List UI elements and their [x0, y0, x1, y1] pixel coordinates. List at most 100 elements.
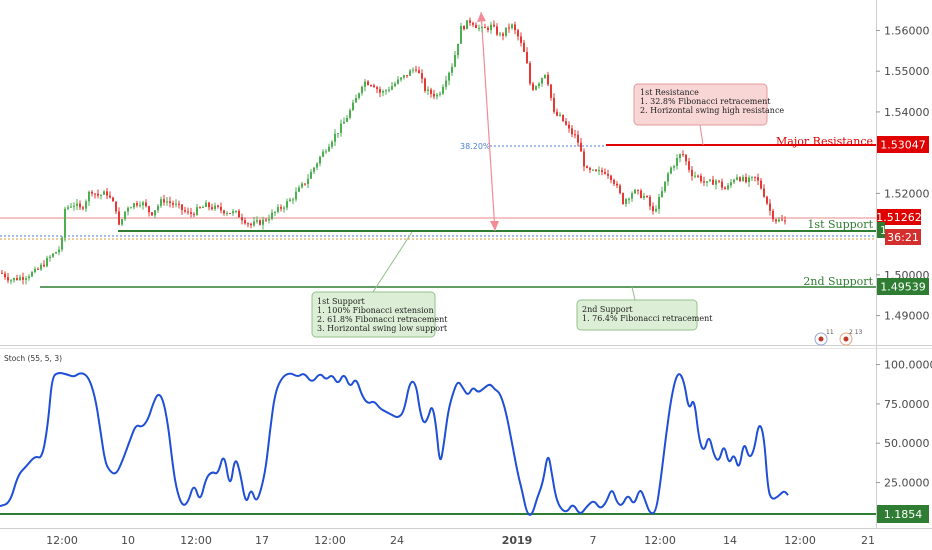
candle-down — [304, 183, 306, 185]
candle-up — [499, 33, 501, 35]
second-support-callout-box[interactable] — [576, 299, 698, 331]
candle-up — [436, 94, 438, 97]
candle-up — [175, 203, 177, 205]
resistance-callout-box[interactable] — [633, 83, 768, 126]
candle-down — [106, 191, 108, 196]
candle-up — [736, 177, 738, 180]
candle-up — [139, 205, 141, 207]
candle-up — [460, 26, 462, 44]
candle-up — [124, 211, 126, 220]
candle-up — [445, 80, 447, 87]
candle-up — [52, 253, 54, 257]
candle-up — [85, 201, 87, 209]
candle-up — [409, 70, 411, 76]
candle-up — [196, 207, 198, 215]
candle-down — [172, 203, 174, 205]
candle-up — [340, 123, 342, 134]
candle-down — [187, 211, 189, 213]
candle-up — [70, 206, 72, 208]
candle-up — [73, 205, 75, 207]
candle-up — [442, 86, 444, 94]
current-price-text: 1.51262 — [876, 211, 922, 224]
candle-up — [727, 185, 729, 190]
second-support-price-text: 1.49539 — [880, 281, 926, 294]
time-axis-ticks: 12:00 10 12:00 17 12:00 24 2019 7 12:00 14 12:00 21 — [46, 534, 875, 547]
candle-up — [157, 205, 159, 211]
candle-up — [127, 207, 129, 212]
candle-down — [82, 207, 84, 209]
candle-up — [412, 69, 414, 71]
resistance-callout-line-3: 2. Horizontal swing high resistance — [640, 106, 784, 115]
candle-down — [754, 176, 756, 178]
stoch-tick-label: 50.0000 — [884, 437, 930, 450]
candle-up — [31, 272, 33, 277]
candle-up — [403, 75, 405, 78]
candle-down — [784, 220, 786, 222]
candle-up — [256, 220, 258, 222]
candle-down — [115, 201, 117, 212]
candle-down — [514, 24, 516, 31]
candle-up — [385, 90, 387, 92]
second-support-callout-line-2: 1. 76.4% Fibonacci retracement — [582, 314, 713, 323]
candle-up — [388, 89, 390, 91]
candle-up — [457, 43, 459, 56]
support-callout-box[interactable] — [311, 291, 436, 338]
major-resistance-price-tag — [877, 136, 929, 153]
candle-down — [508, 27, 510, 29]
candle-down — [370, 85, 372, 87]
candle-down — [406, 75, 408, 77]
candle-up — [226, 213, 228, 215]
candle-up — [325, 151, 327, 153]
candle-down — [433, 93, 435, 97]
candle-up — [154, 210, 156, 216]
candle-up — [730, 182, 732, 186]
candle-up — [667, 173, 669, 182]
candle-up — [742, 176, 744, 181]
candle-up — [100, 194, 102, 196]
candle-up — [76, 203, 78, 206]
second-support-label: 2nd Support — [803, 275, 873, 288]
candle-up — [631, 193, 633, 199]
candle-up — [28, 276, 30, 279]
candle-up — [544, 74, 546, 79]
candle-down — [16, 277, 18, 281]
candle-up — [478, 28, 480, 30]
candle-up — [355, 98, 357, 103]
candle-down — [571, 128, 573, 135]
candle-down — [619, 185, 621, 194]
candle-down — [613, 180, 615, 184]
candle-up — [40, 264, 42, 270]
candle-up — [361, 86, 363, 94]
countdown-text: 36:21 — [887, 231, 919, 244]
candle-down — [688, 161, 690, 170]
candle-down — [718, 180, 720, 182]
stoch-line — [0, 372, 789, 516]
candle-down — [517, 30, 519, 37]
candle-down — [487, 27, 489, 31]
candle-up — [130, 207, 132, 209]
time-tick-label: 12:00 — [784, 534, 816, 547]
candle-down — [553, 97, 555, 112]
candle-up — [121, 219, 123, 225]
candle-up — [352, 102, 354, 111]
candle-down — [199, 207, 201, 209]
resistance-callout-pointer — [699, 124, 704, 146]
second-support-callout-line-1: 2nd Support — [582, 305, 633, 314]
candle-down — [646, 195, 648, 197]
candle-down — [523, 42, 525, 52]
candle-down — [181, 204, 183, 211]
support-callout-line-1: 1st Support — [317, 297, 365, 306]
candle-up — [295, 191, 297, 200]
candle-up — [25, 278, 27, 280]
candle-up — [394, 83, 396, 87]
candle-down — [604, 171, 606, 174]
candle-down — [568, 124, 570, 129]
candle-up — [538, 83, 540, 87]
candle-down — [379, 89, 381, 93]
candle-up — [490, 24, 492, 31]
candle-down — [229, 213, 231, 215]
candle-down — [745, 176, 747, 183]
first-support-label: 1st Support — [807, 218, 873, 231]
candle-up — [55, 252, 57, 254]
